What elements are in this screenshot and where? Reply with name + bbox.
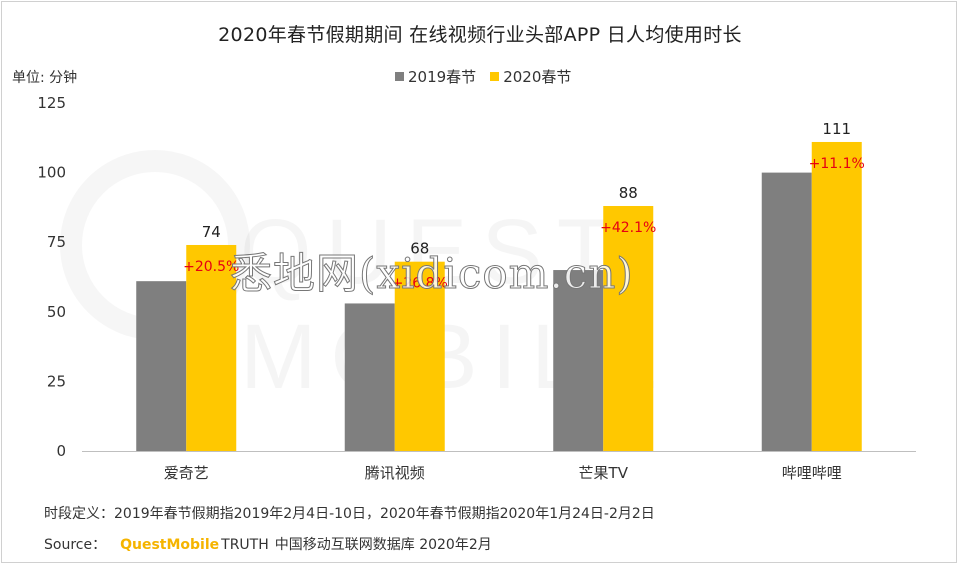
bar-2019 — [136, 281, 187, 451]
growth-label: +20.5% — [183, 259, 239, 275]
x-tick-label: 哔哩哔哩 — [782, 464, 842, 482]
bar-2019 — [344, 303, 395, 451]
source-line: Source： QuestMobile TRUTH 中国移动互联网数据库 202… — [44, 534, 492, 554]
bar-2019 — [761, 172, 812, 451]
bar-2020 — [603, 206, 654, 451]
data-label: 74 — [202, 223, 221, 241]
x-tick-label: 芒果TV — [579, 464, 629, 482]
site-watermark: 悉地网(xidicom.cn) — [230, 249, 634, 299]
data-label: 68 — [410, 240, 429, 258]
y-tick-label: 125 — [37, 94, 66, 112]
legend-item-2020: 2020春节 — [490, 66, 571, 87]
bar-2020 — [186, 244, 237, 451]
legend-item-2019: 2019春节 — [395, 66, 476, 87]
legend-swatch-2019 — [395, 72, 404, 81]
bar-2019 — [553, 270, 604, 451]
y-tick-label: 50 — [47, 303, 66, 321]
data-label: 111 — [822, 120, 851, 138]
growth-label: +42.1% — [600, 220, 656, 236]
chart-title: 2020年春节假期期间 在线视频行业头部APP 日人均使用时长 — [218, 24, 742, 46]
data-label: 88 — [619, 184, 638, 202]
legend-label-2020: 2020春节 — [503, 68, 572, 86]
source-brand-suffix: TRUTH — [221, 537, 269, 553]
source-label: Source： — [44, 537, 107, 553]
source-brand: QuestMobile — [120, 537, 220, 553]
period-definition-note: 时段定义：2019年春节假期指2019年2月4日-10日，2020年春节假期指2… — [44, 506, 655, 522]
y-tick-label: 25 — [47, 372, 66, 390]
bar-2020 — [811, 141, 862, 451]
legend: 2019春节 2020春节 — [395, 66, 585, 87]
bar-2020 — [394, 261, 445, 451]
x-tick-label: 爱奇艺 — [164, 464, 209, 482]
growth-label: +11.1% — [809, 156, 865, 172]
source-text: 中国移动互联网数据库 2020年2月 — [274, 537, 492, 553]
unit-label: 单位: 分钟 — [12, 70, 78, 86]
legend-label-2019: 2019春节 — [408, 68, 477, 86]
y-tick-label: 75 — [47, 233, 66, 251]
y-tick-label: 0 — [56, 442, 66, 460]
x-tick-label: 腾讯视频 — [365, 464, 425, 482]
growth-label: +26.8% — [392, 276, 448, 292]
y-tick-label: 100 — [37, 164, 66, 182]
legend-swatch-2020 — [490, 72, 500, 81]
